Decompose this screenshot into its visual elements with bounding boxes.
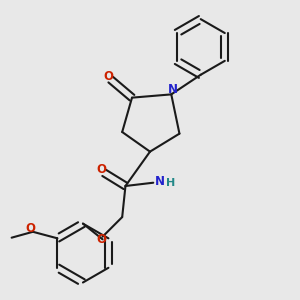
- Text: O: O: [96, 233, 106, 247]
- Text: O: O: [25, 222, 35, 235]
- Text: N: N: [155, 175, 165, 188]
- Text: O: O: [103, 70, 113, 83]
- Text: N: N: [168, 82, 178, 96]
- Text: H: H: [167, 178, 176, 188]
- Text: O: O: [96, 163, 106, 176]
